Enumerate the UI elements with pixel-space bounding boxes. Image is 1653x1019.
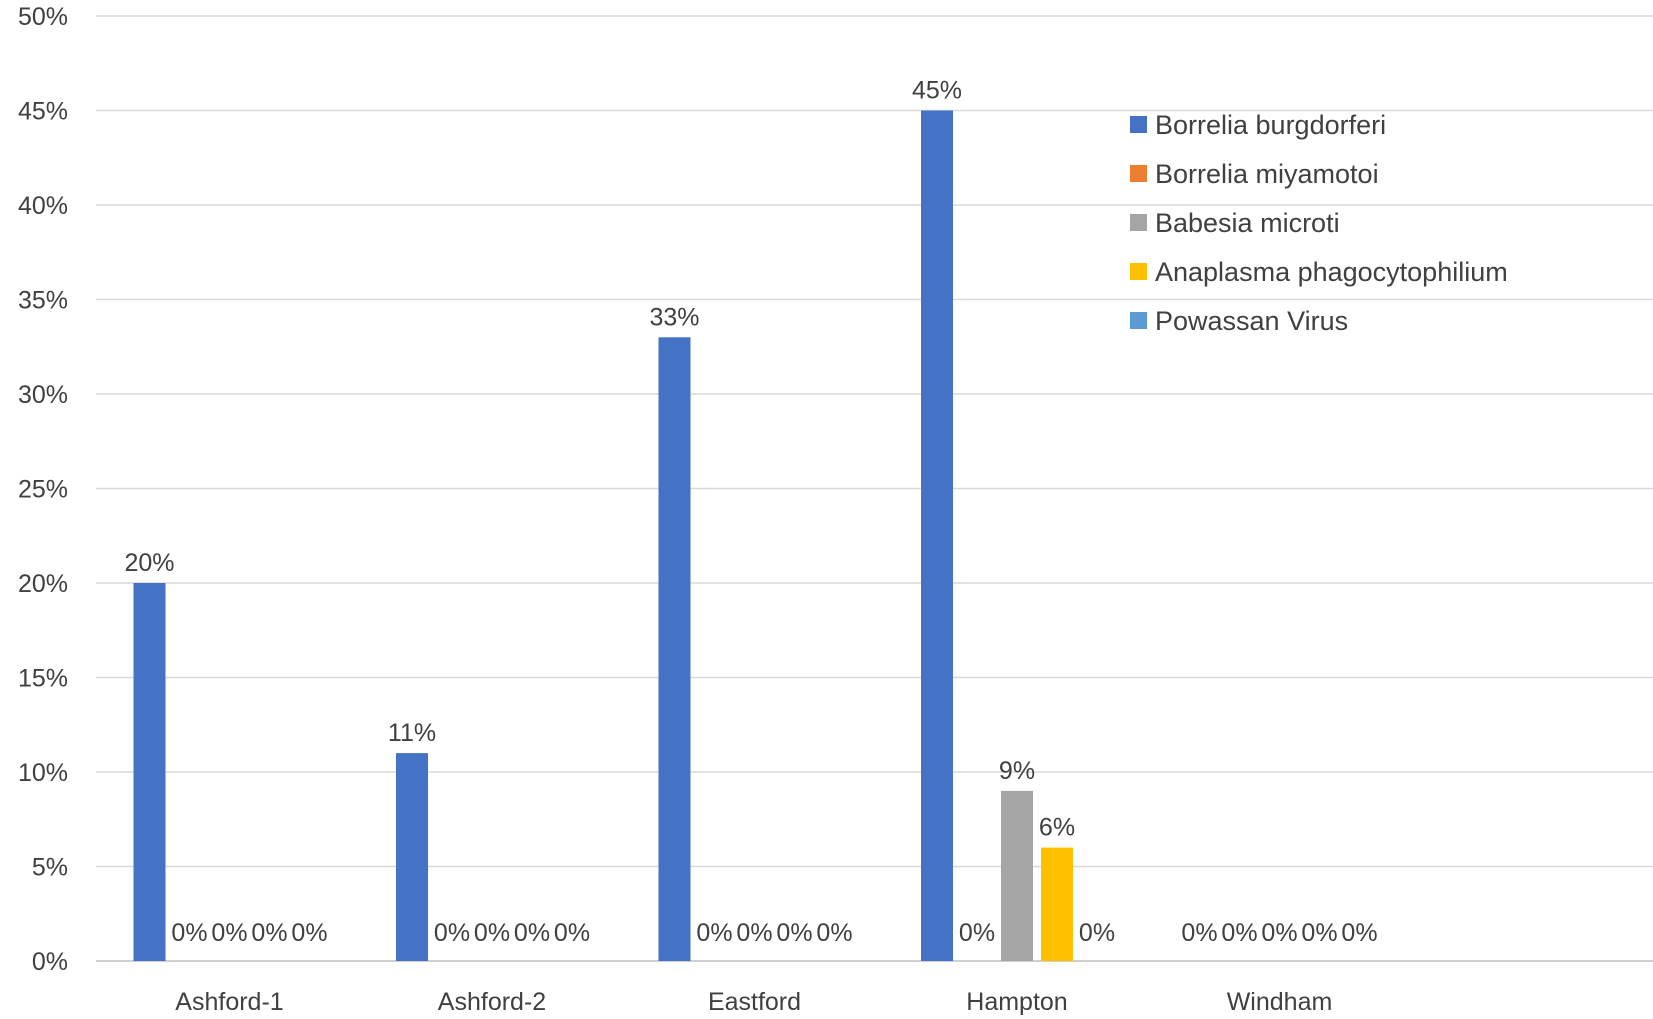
legend-label: Borrelia burgdorferi bbox=[1155, 110, 1386, 140]
legend-label: Borrelia miyamotoi bbox=[1155, 159, 1379, 189]
data-label: 0% bbox=[514, 919, 550, 947]
data-label: 0% bbox=[211, 919, 247, 947]
data-label: 0% bbox=[291, 919, 327, 947]
legend-label: Babesia microti bbox=[1155, 208, 1340, 238]
bar-hampton-2 bbox=[1001, 790, 1033, 961]
data-label: 20% bbox=[124, 549, 174, 577]
y-tick-label: 40% bbox=[18, 192, 68, 220]
x-tick-label: Ashford-1 bbox=[175, 988, 283, 1016]
x-tick-label: Ashford-2 bbox=[438, 988, 546, 1016]
y-tick-label: 25% bbox=[18, 476, 68, 504]
x-tick-label: Eastford bbox=[708, 988, 801, 1016]
bar-hampton-0 bbox=[921, 110, 953, 961]
data-label: 45% bbox=[912, 77, 962, 105]
data-label: 0% bbox=[1221, 919, 1257, 947]
y-tick-label: 15% bbox=[18, 665, 68, 693]
bar-ashford-1-0 bbox=[133, 583, 166, 961]
legend-label: Anaplasma phagocytophilium bbox=[1155, 257, 1508, 287]
data-label: 0% bbox=[736, 919, 772, 947]
data-label: 0% bbox=[1341, 919, 1377, 947]
bar-ashford-2-0 bbox=[396, 753, 428, 961]
legend-swatch bbox=[1130, 312, 1147, 329]
data-label: 0% bbox=[1261, 919, 1297, 947]
data-label: 9% bbox=[999, 757, 1035, 785]
x-tick-label: Hampton bbox=[966, 988, 1067, 1016]
data-label: 0% bbox=[434, 919, 470, 947]
data-label: 0% bbox=[251, 919, 287, 947]
data-label: 6% bbox=[1039, 814, 1075, 842]
y-tick-label: 30% bbox=[18, 381, 68, 409]
data-label: 0% bbox=[959, 919, 995, 947]
data-label: 0% bbox=[696, 919, 732, 947]
data-label: 0% bbox=[554, 919, 590, 947]
y-tick-label: 20% bbox=[18, 570, 68, 598]
data-label: 0% bbox=[171, 919, 207, 947]
data-label: 0% bbox=[1181, 919, 1217, 947]
legend-label: Powassan Virus bbox=[1155, 306, 1348, 336]
grid-lines bbox=[96, 15, 1653, 962]
y-tick-label: 5% bbox=[32, 854, 68, 882]
legend-swatch bbox=[1130, 263, 1147, 280]
data-label: 11% bbox=[388, 719, 436, 747]
bar-hampton-3 bbox=[1041, 847, 1073, 961]
legend-swatch bbox=[1130, 165, 1147, 182]
y-axis-tick-labels: 0% 5% 10% 15% 20% 25% 30% 35% 40% 45% 50% bbox=[18, 3, 68, 976]
data-label: 0% bbox=[474, 919, 510, 947]
data-label: 0% bbox=[816, 919, 852, 947]
data-label: 0% bbox=[776, 919, 812, 947]
y-tick-label: 35% bbox=[18, 287, 68, 315]
data-label: 33% bbox=[649, 303, 699, 331]
y-tick-label: 50% bbox=[18, 3, 68, 31]
y-tick-label: 45% bbox=[18, 98, 68, 126]
data-label: 0% bbox=[1079, 919, 1115, 947]
legend-swatch bbox=[1130, 116, 1147, 133]
legend-swatch bbox=[1130, 214, 1147, 231]
x-tick-label: Windham bbox=[1227, 988, 1333, 1016]
bars bbox=[133, 110, 1073, 961]
legend: Borrelia burgdorferi Borrelia miyamotoi Ba… bbox=[1130, 110, 1508, 336]
x-axis-category-labels: Ashford-1 Ashford-2 Eastford Hampton Windham bbox=[175, 988, 1332, 1016]
data-label: 0% bbox=[1301, 919, 1337, 947]
y-tick-label: 0% bbox=[32, 948, 68, 976]
y-tick-label: 10% bbox=[18, 759, 68, 787]
bar-eastford-0 bbox=[658, 337, 691, 961]
data-labels: 20%0% 0% 0% 0%11%0% 0% 0% 0%33%0% 0% 0% 0%45%0%9%… bbox=[124, 77, 1377, 948]
